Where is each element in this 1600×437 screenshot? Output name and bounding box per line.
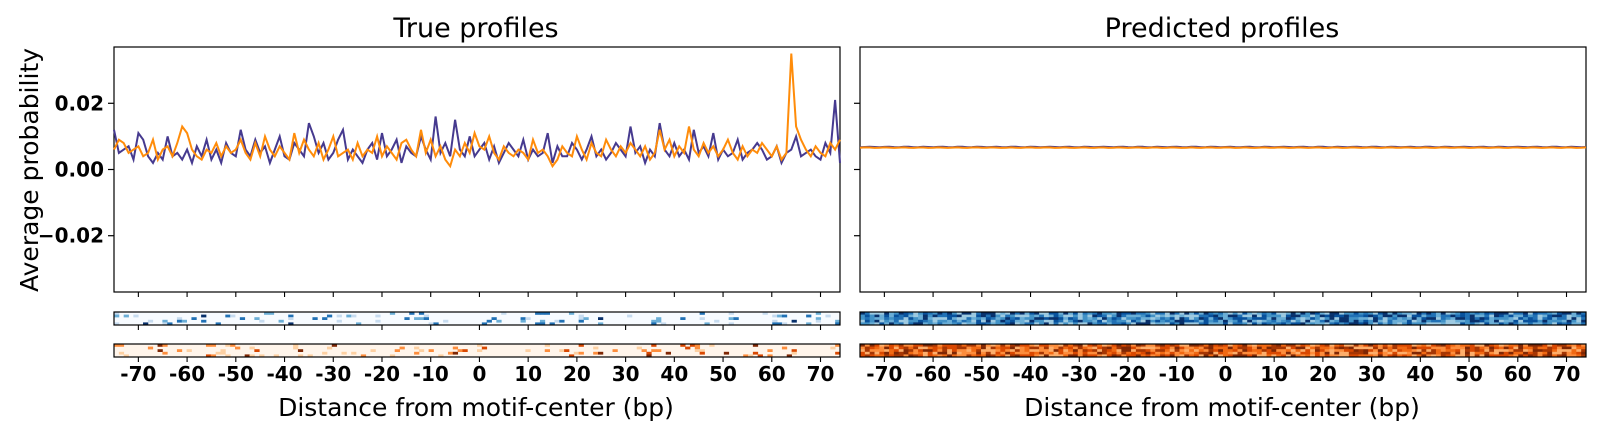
predicted-positive-strand-heatmap bbox=[859, 311, 1587, 326]
x-tick-label: 60 bbox=[1504, 362, 1532, 386]
x-tick-label: 40 bbox=[1406, 362, 1434, 386]
predicted-profiles-lines bbox=[859, 145, 1587, 149]
x-tick-label: 60 bbox=[758, 362, 786, 386]
x-tick-label: -10 bbox=[413, 362, 449, 386]
x-tick-label: -20 bbox=[364, 362, 400, 386]
x-ticks: -70 -60 -50 -40 -30 -20 -10 0 10 20 30 40 50 60 70 -70-… bbox=[120, 292, 1580, 386]
x-tick-label: -40 bbox=[1012, 362, 1048, 386]
predicted-profiles-plot-frame bbox=[859, 46, 1587, 293]
x-tick-label: -60 bbox=[169, 362, 205, 386]
x-tick-label: 70 bbox=[1553, 362, 1581, 386]
true-profiles-plot-frame bbox=[113, 46, 841, 293]
x-tick-label: -30 bbox=[1061, 362, 1097, 386]
x-tick-label: -50 bbox=[218, 362, 254, 386]
y-axis-label: Average probability bbox=[15, 48, 44, 292]
x-tick-label: -20 bbox=[1110, 362, 1146, 386]
y-tick-label: 0.02 bbox=[55, 91, 104, 115]
x-axis-label-right: Distance from motif-center (bp) bbox=[1024, 393, 1420, 422]
x-tick-label: 30 bbox=[1358, 362, 1386, 386]
x-tick-label: -70 bbox=[866, 362, 902, 386]
true-profiles-lines bbox=[113, 53, 841, 169]
predicted-profiles-title: Predicted profiles bbox=[1105, 13, 1340, 44]
series-line-positive bbox=[113, 99, 841, 167]
x-tick-label: -70 bbox=[120, 362, 156, 386]
x-tick-label: -40 bbox=[266, 362, 302, 386]
x-tick-label: 10 bbox=[1260, 362, 1288, 386]
y-tick-label: 0.00 bbox=[55, 158, 104, 182]
x-tick-label: -60 bbox=[915, 362, 951, 386]
predicted-negative-strand-heatmap bbox=[859, 343, 1587, 358]
x-tick-label: -50 bbox=[964, 362, 1000, 386]
x-tick-label: 0 bbox=[1218, 362, 1232, 386]
x-axis-label-left: Distance from motif-center (bp) bbox=[278, 393, 674, 422]
x-tick-label: 10 bbox=[514, 362, 542, 386]
series-line-negative bbox=[859, 146, 1587, 149]
x-tick-label: 30 bbox=[612, 362, 640, 386]
x-tick-label: -10 bbox=[1159, 362, 1195, 386]
y-ticks: −0.02 0.00 0.02 bbox=[38, 91, 860, 248]
true-negative-strand-heatmap bbox=[113, 343, 841, 358]
x-tick-label: 20 bbox=[1309, 362, 1337, 386]
x-tick-label: 50 bbox=[1455, 362, 1483, 386]
true-positive-strand-heatmap bbox=[113, 311, 841, 326]
series-line-negative bbox=[113, 53, 841, 169]
y-tick-label: −0.02 bbox=[38, 224, 104, 248]
x-tick-label: 20 bbox=[563, 362, 591, 386]
x-tick-label: 70 bbox=[807, 362, 835, 386]
x-tick-label: 40 bbox=[660, 362, 688, 386]
x-tick-label: -30 bbox=[315, 362, 351, 386]
x-tick-label: 50 bbox=[709, 362, 737, 386]
x-tick-label: 0 bbox=[472, 362, 486, 386]
true-profiles-title: True profiles bbox=[392, 13, 558, 44]
